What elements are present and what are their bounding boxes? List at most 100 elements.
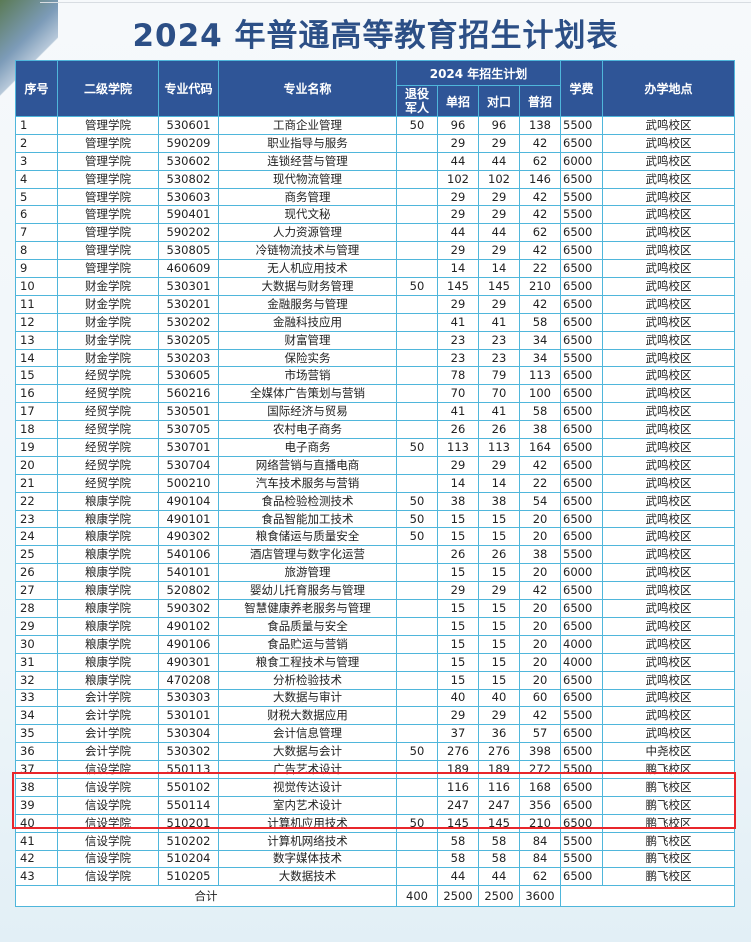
header-fee: 学费 [560,60,604,117]
table-row: 5 管理学院 530603 商务管理 29 29 42 5500 武鸣校区 [15,187,736,207]
cell-major: 酒店管理与数字化运营 [218,545,397,565]
cell-index: 42 [15,849,58,869]
cell-vocational: 29 [478,294,520,314]
table-row: 9 管理学院 460609 无人机应用技术 14 14 22 6500 武鸣校区 [15,259,736,279]
cell-campus: 鹏飞校区 [602,795,736,815]
cell-veteran [396,348,438,368]
table-row: 29 粮康学院 490102 食品质量与安全 15 15 20 6500 武鸣校区 [15,616,736,636]
cell-fee: 5500 [560,205,604,225]
cell-code: 510205 [158,867,219,887]
cell-college: 财金学院 [57,277,159,296]
cell-college: 财金学院 [57,312,159,332]
cell-major: 现代文秘 [218,205,397,225]
cell-general: 22 [518,473,562,493]
cell-single: 26 [437,545,479,565]
cell-code: 490301 [158,652,219,672]
table-body: 1 管理学院 530601 工商企业管理 50 96 96 138 5500 武鸣校区 2 管理学院 5… [15,116,736,887]
table-row: 40 信设学院 510201 计算机应用技术 50 145 145 210 6500 鹏飞校区 [15,813,736,833]
cell-vocational: 40 [478,688,520,708]
cell-general: 84 [518,849,562,869]
cell-general: 38 [518,420,562,440]
cell-single: 15 [437,670,479,690]
cell-index: 38 [15,777,58,797]
cell-college: 粮康学院 [57,599,159,618]
cell-index: 9 [15,259,58,279]
cell-major: 冷链物流技术与管理 [218,241,397,261]
cell-veteran: 50 [396,116,438,135]
cell-single: 29 [437,133,479,153]
cell-general: 34 [518,348,562,368]
cell-campus: 武鸣校区 [602,634,736,654]
cell-general: 42 [518,294,562,314]
cell-fee: 5500 [560,116,604,135]
table-row: 24 粮康学院 490302 粮食储运与质量安全 50 15 15 20 6500 武鸣校区 [15,527,736,547]
cell-veteran [396,760,438,779]
cell-major: 智慧健康养老服务与管理 [218,599,397,618]
cell-vocational: 15 [478,509,520,529]
cell-college: 粮康学院 [57,491,159,511]
table-row: 16 经贸学院 560216 全媒体广告策划与营销 70 70 100 6500 武鸣校区 [15,384,736,404]
cell-single: 145 [437,277,479,296]
cell-campus: 武鸣校区 [602,366,736,386]
table-row: 33 会计学院 530303 大数据与审计 40 40 60 6500 武鸣校区 [15,688,736,708]
cell-general: 38 [518,545,562,565]
cell-veteran [396,599,438,618]
cell-major: 食品智能加工技术 [218,509,397,529]
cell-fee: 6500 [560,491,604,511]
cell-campus: 武鸣校区 [602,330,736,350]
cell-general: 20 [518,652,562,672]
cell-vocational: 36 [478,724,520,744]
cell-code: 550102 [158,777,219,797]
total-general: 3600 [518,885,562,908]
cell-index: 32 [15,670,58,690]
cell-veteran [396,867,438,887]
cell-vocational: 116 [478,777,520,797]
cell-general: 20 [518,509,562,529]
cell-vocational: 41 [478,402,520,422]
cell-single: 29 [437,205,479,225]
cell-college: 管理学院 [57,187,159,207]
cell-veteran [396,777,438,797]
cell-fee: 6500 [560,312,604,332]
cell-major: 财税大数据应用 [218,706,397,726]
cell-college: 经贸学院 [57,473,159,493]
cell-vocational: 58 [478,831,520,851]
cell-major: 大数据与审计 [218,688,397,708]
table-row: 8 管理学院 530805 冷链物流技术与管理 29 29 42 6500 武鸣校区 [15,241,736,261]
cell-college: 信设学院 [57,867,159,887]
cell-index: 40 [15,813,58,833]
cell-code: 530603 [158,187,219,207]
cell-index: 4 [15,169,58,189]
cell-vocational: 15 [478,616,520,636]
total-vocational: 2500 [478,885,520,908]
cell-fee: 6500 [560,473,604,493]
cell-college: 管理学院 [57,259,159,279]
cell-single: 116 [437,777,479,797]
cell-campus: 武鸣校区 [602,384,736,404]
cell-single: 58 [437,831,479,851]
cell-code: 530605 [158,366,219,386]
cell-campus: 武鸣校区 [602,509,736,529]
cell-major: 视觉传达设计 [218,777,397,797]
cell-campus: 武鸣校区 [602,223,736,243]
cell-code: 590401 [158,205,219,225]
cell-general: 60 [518,688,562,708]
cell-single: 102 [437,169,479,189]
cell-campus: 武鸣校区 [602,616,736,636]
cell-fee: 6500 [560,581,604,601]
cell-veteran [396,187,438,207]
cell-veteran [396,151,438,171]
cell-campus: 武鸣校区 [602,670,736,690]
cell-single: 247 [437,795,479,815]
cell-code: 500210 [158,473,219,493]
cell-vocational: 15 [478,527,520,547]
header-code: 专业代码 [158,60,219,117]
cell-code: 530203 [158,348,219,368]
cell-college: 经贸学院 [57,420,159,440]
cell-veteran [396,473,438,493]
cell-campus: 武鸣校区 [602,438,736,457]
cell-general: 58 [518,402,562,422]
table-row: 10 财金学院 530301 大数据与财务管理 50 145 145 210 6500 武鸣校区 [15,277,736,296]
table-row: 42 信设学院 510204 数字媒体技术 58 58 84 5500 鹏飞校区 [15,849,736,869]
table-row: 27 粮康学院 520802 婴幼儿托育服务与管理 29 29 42 6500 武鸣校区 [15,581,736,601]
